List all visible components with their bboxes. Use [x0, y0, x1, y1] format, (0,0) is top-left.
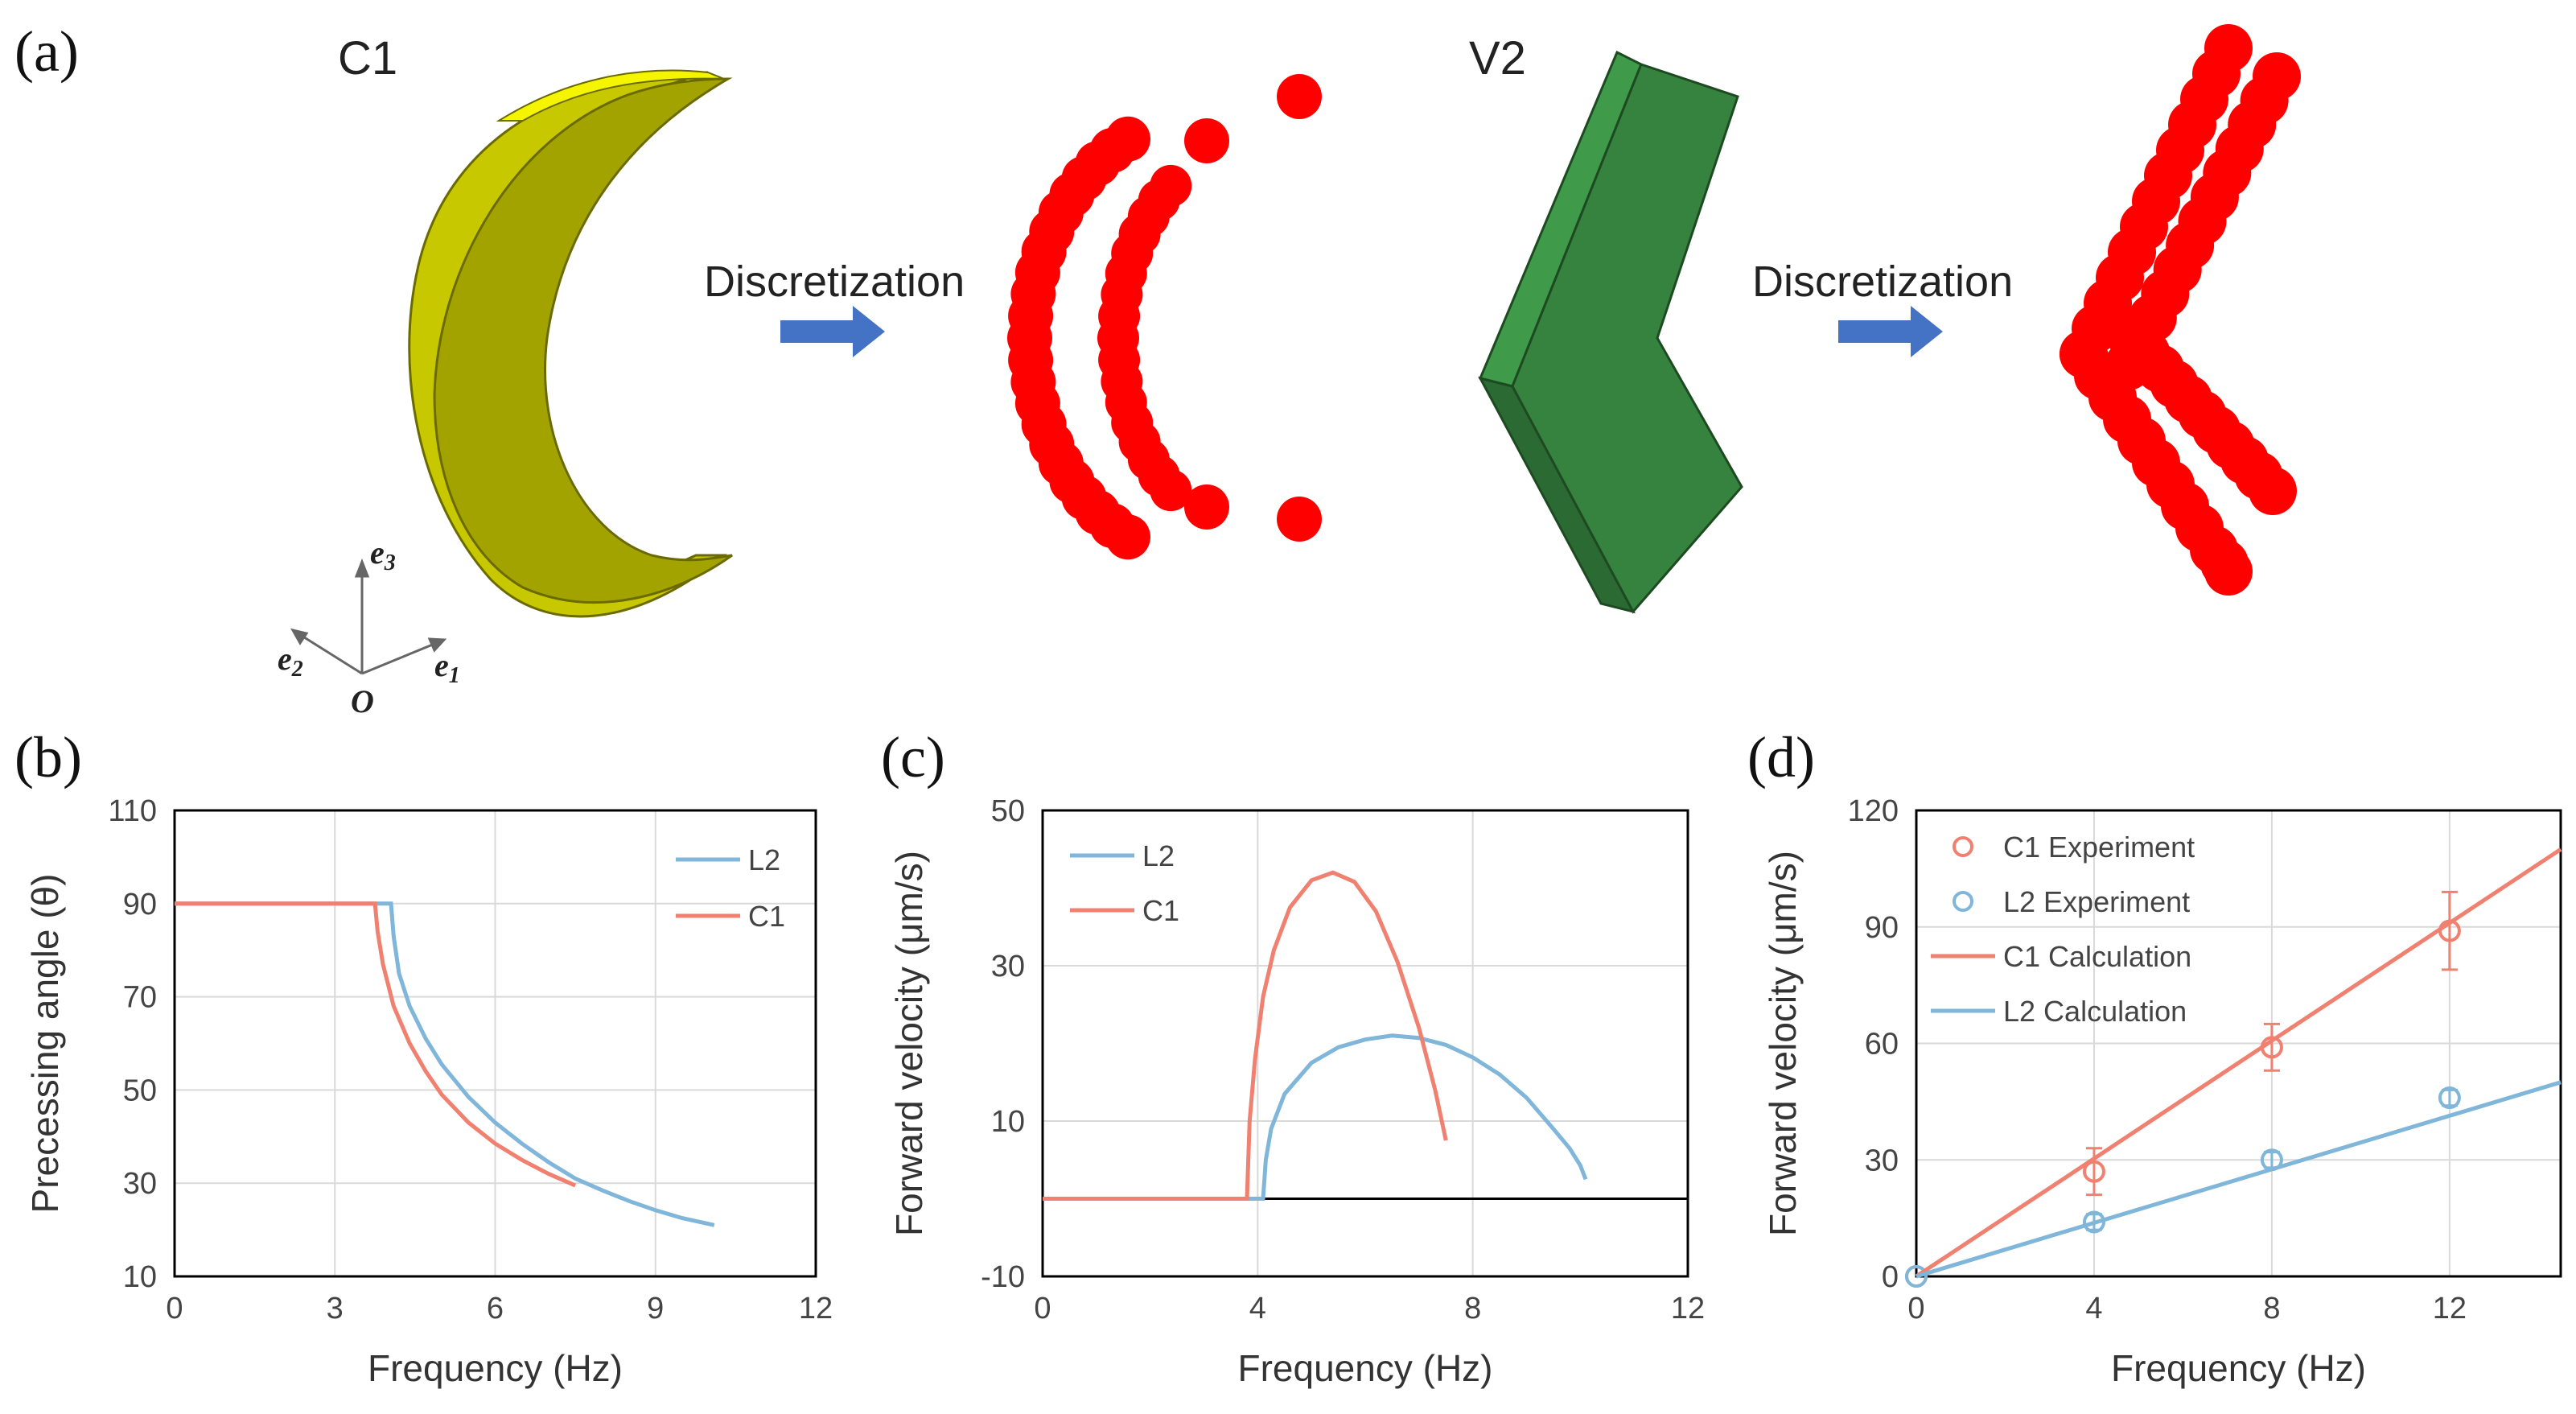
y-tick-label: 50 — [123, 1074, 157, 1107]
v-shape-particle-cloud — [2060, 24, 2301, 596]
series-line-c1 — [175, 901, 577, 1188]
crescent-particle-cloud — [1007, 74, 1322, 560]
series-line-c1-calculation — [1915, 847, 2562, 1279]
origin-label: O — [351, 683, 374, 719]
particle — [1184, 484, 1229, 530]
plot-frame — [173, 809, 817, 1278]
y-tick-label: 110 — [108, 794, 157, 828]
y-tick-label: 10 — [123, 1260, 157, 1294]
y-tick-label: 60 — [1865, 1028, 1899, 1062]
crescent-front-face — [433, 77, 733, 604]
particle — [1105, 514, 1150, 560]
e1-axis-line — [361, 642, 435, 675]
legend-swatch — [1953, 891, 1973, 912]
plot-frame — [1915, 809, 2562, 1278]
y-tick-label: 30 — [1865, 1144, 1899, 1177]
discretization-label-1: Discretization — [704, 258, 965, 306]
e2-arrowhead — [290, 628, 309, 645]
series-line-c1 — [1043, 870, 1448, 1201]
particle — [1184, 118, 1229, 163]
legend-entry: C1 Calculation — [2003, 940, 2191, 973]
e2-label: e2 — [278, 641, 303, 682]
x-tick-label: 12 — [1671, 1292, 1705, 1325]
crescent-top-edge — [496, 69, 725, 122]
y-tick-label: 90 — [123, 888, 157, 921]
x-tick-label: 0 — [1034, 1292, 1051, 1325]
particle — [1277, 74, 1322, 119]
e3-arrowhead — [354, 558, 370, 578]
plot-frame — [1041, 809, 1689, 1278]
v2-shape-label: V2 — [1469, 32, 1526, 85]
data-point — [2082, 1160, 2105, 1183]
x-tick-label: 0 — [166, 1292, 183, 1325]
x-tick-label: 8 — [2263, 1292, 2280, 1325]
chart-b-precessing-angle: 0 3 6 9 12 10 30 50 70 90 110 Frequency (Hz) Precess… — [24, 794, 833, 1389]
x-tick-label: 6 — [487, 1292, 504, 1325]
discretization-label-2: Discretization — [1752, 258, 2013, 306]
y-tick-label: 70 — [123, 981, 157, 1015]
data-point — [1905, 1265, 1928, 1288]
y-tick-label: 120 — [1848, 794, 1899, 828]
y-tick-label: -10 — [981, 1260, 1025, 1294]
e2-axis-line — [301, 634, 363, 675]
v-shape-3d-model — [1478, 50, 1743, 614]
x-tick-label: 12 — [2433, 1292, 2467, 1325]
particle — [2249, 467, 2297, 515]
panel-d-letter: (d) — [1747, 725, 1815, 789]
c1-shape-label: C1 — [338, 32, 397, 85]
legend-entry: L2 — [1142, 839, 1175, 872]
axes-triad — [290, 558, 447, 675]
particle — [1277, 497, 1322, 542]
x-tick-label: 8 — [1464, 1292, 1481, 1325]
legend-entry: C1 — [748, 900, 785, 933]
y-tick-label: 0 — [1882, 1260, 1899, 1294]
y-axis-title: Forward velocity (μm/s) — [1762, 851, 1804, 1236]
y-tick-label: 10 — [991, 1105, 1025, 1139]
e1-label: e1 — [434, 647, 460, 688]
panel-b-letter: (b) — [14, 725, 82, 789]
y-tick-label: 30 — [991, 950, 1025, 983]
legend-swatch — [1953, 836, 1973, 857]
x-tick-label: 9 — [647, 1292, 664, 1325]
y-axis-title: Forward velocity (μm/s) — [888, 851, 930, 1236]
y-tick-label: 30 — [123, 1167, 157, 1201]
x-tick-label: 3 — [327, 1292, 344, 1325]
panel-c-letter: (c) — [881, 725, 945, 789]
x-tick-label: 0 — [1907, 1292, 1924, 1325]
discretization-arrow-1 — [780, 306, 885, 357]
series-line-l2 — [175, 901, 715, 1227]
series-line-l2-calculation — [1916, 1080, 2562, 1279]
y-tick-label: 90 — [1865, 911, 1899, 945]
discretization-arrow-2 — [1838, 306, 1943, 357]
data-point — [2438, 1086, 2461, 1110]
legend-entry: L2 — [748, 843, 780, 876]
x-axis-title: Frequency (Hz) — [1238, 1347, 1493, 1389]
x-tick-label: 12 — [799, 1292, 833, 1325]
series-line-l2 — [1043, 1033, 1588, 1201]
y-tick-label: 50 — [991, 794, 1025, 828]
legend-entry: C1 — [1142, 894, 1179, 927]
panel-a: (a) C1 V2 e3 e1 e2 O Discretization — [14, 19, 2301, 719]
crescent-3d-model — [408, 69, 733, 618]
y-axis-title: Precessing angle (θ) — [24, 874, 66, 1214]
v-shape-front-face — [1511, 63, 1743, 614]
chart-c-forward-velocity: 0 4 8 12 -10 10 30 50 Frequency (Hz) Forward velo… — [888, 794, 1705, 1389]
x-tick-label: 4 — [1249, 1292, 1266, 1325]
panel-a-letter: (a) — [14, 19, 79, 84]
x-axis-title: Frequency (Hz) — [368, 1347, 623, 1389]
e1-arrowhead — [427, 637, 447, 653]
particle — [2200, 539, 2249, 587]
legend-entry: L2 Experiment — [2003, 885, 2190, 918]
legend-entry: L2 Calculation — [2003, 995, 2187, 1028]
legend-entry: C1 Experiment — [2003, 831, 2195, 864]
particle — [1150, 469, 1192, 512]
x-axis-title: Frequency (Hz) — [2111, 1347, 2366, 1389]
x-tick-label: 4 — [2085, 1292, 2102, 1325]
e3-label: e3 — [370, 534, 396, 575]
